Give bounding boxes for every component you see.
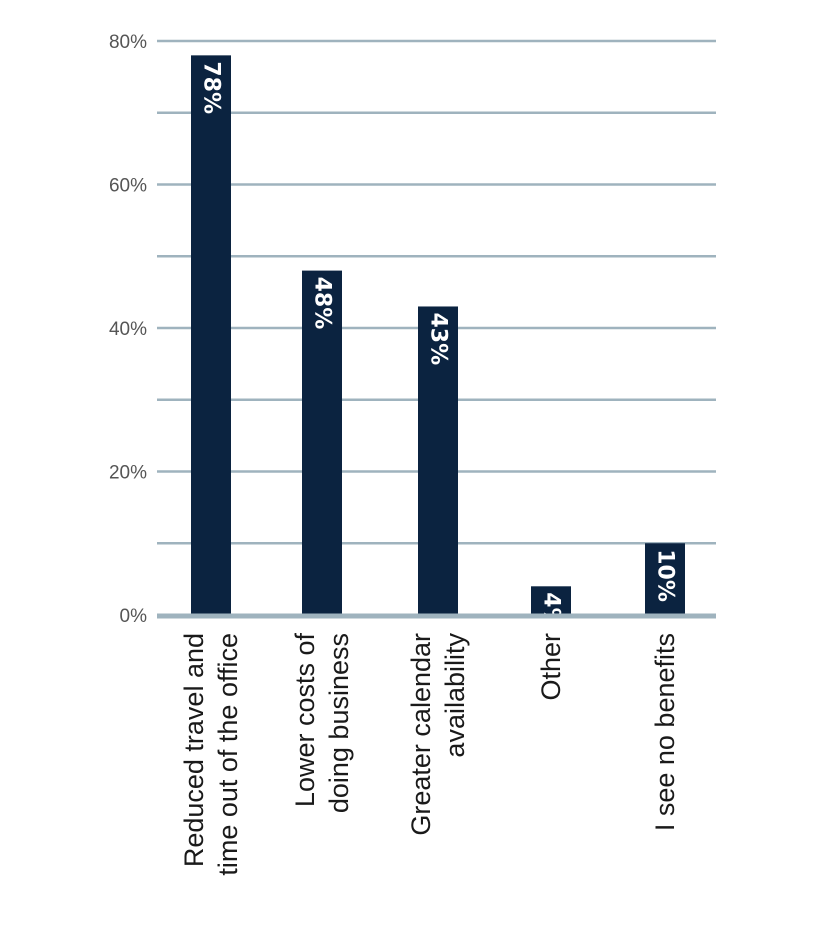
bar-value-labels: 78% 48% 43% 4% 10% — [199, 61, 678, 629]
bar — [531, 586, 571, 615]
bars — [191, 55, 685, 616]
bar — [191, 55, 231, 616]
y-tick-label: 20% — [109, 463, 147, 484]
bar-value-label: 78% — [199, 61, 224, 114]
y-tick-label: 40% — [109, 319, 147, 340]
y-tick-label: 80% — [109, 32, 147, 53]
category-label: doing business — [324, 633, 354, 813]
category-label: Reduced travel and — [179, 633, 209, 867]
category-label: Greater calendar — [406, 633, 436, 836]
y-tick-label: 60% — [109, 176, 147, 197]
category-label: Lower costs of — [290, 633, 320, 808]
category-label: time out of the office — [213, 633, 243, 876]
category-label: Other — [536, 633, 566, 701]
category-label: availability — [440, 633, 470, 758]
bar-value-label: 43% — [426, 312, 451, 365]
bar-value-label: 10% — [653, 549, 678, 602]
bar-value-label: 4% — [539, 592, 564, 629]
bar — [418, 306, 458, 615]
y-axis-ticks: 0% 20% 40% 60% 80% — [109, 32, 147, 627]
category-labels: Reduced travel and time out of the office… — [179, 633, 680, 876]
bar — [302, 270, 342, 615]
bar-value-label: 48% — [310, 277, 335, 330]
y-tick-label: 0% — [120, 606, 148, 627]
bar — [645, 543, 685, 615]
category-label: I see no benefits — [650, 633, 680, 831]
